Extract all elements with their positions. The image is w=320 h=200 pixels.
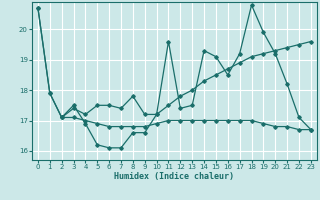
X-axis label: Humidex (Indice chaleur): Humidex (Indice chaleur): [115, 172, 234, 181]
